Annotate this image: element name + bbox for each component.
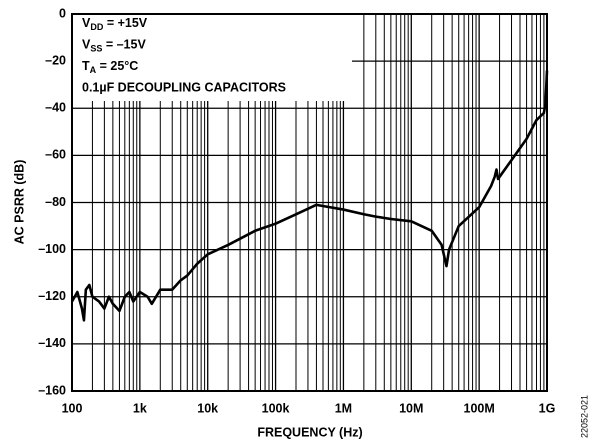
plot-frame [71,13,548,392]
annotation: TA = 25°C [82,59,138,75]
annotation-sub: DD [90,22,103,32]
y-tick-label: –40 [45,101,66,115]
x-tick-label: 1G [539,401,556,415]
x-tick-label: 1k [133,401,147,415]
x-tick-label: 10M [399,401,423,415]
x-tick-label: 100 [62,401,83,415]
annotation-text: V [82,16,91,30]
y-tick-label: –140 [38,336,66,350]
annotation-text: 0.1µF DECOUPLING CAPACITORS [82,81,286,95]
y-axis-label: AC PSRR (dB) [12,160,26,245]
annotation: VDD = +15V [82,16,148,32]
figure-id: 22052-021 [579,395,589,438]
y-tick-label: –100 [38,242,66,256]
annotation-rest: = –15V [102,38,146,52]
x-tick-label: 1M [335,401,352,415]
x-tick-label: 10k [197,401,218,415]
y-tick-label: –120 [38,289,66,303]
annotation-rest: = +15V [103,16,147,30]
annotation-text: T [82,59,90,73]
y-tick-label: 0 [59,6,66,20]
annotation: VSS = –15V [82,38,146,54]
annotation-text: V [82,38,91,52]
annotation-box [73,15,352,101]
annotation-sub: SS [90,44,102,54]
annotation-sub: A [90,65,97,75]
x-tick-label: 100M [464,401,495,415]
annotation-rest: = 25°C [96,59,138,73]
data-line [70,70,549,322]
annotation: 0.1µF DECOUPLING CAPACITORS [82,81,286,95]
y-tick-label: –60 [45,148,66,162]
y-tick-label: –20 [45,53,66,67]
y-tick-label: –160 [38,383,66,397]
y-tick-label: –80 [45,195,66,209]
x-tick-label: 100k [262,401,290,415]
x-axis-label: FREQUENCY (Hz) [257,425,362,439]
